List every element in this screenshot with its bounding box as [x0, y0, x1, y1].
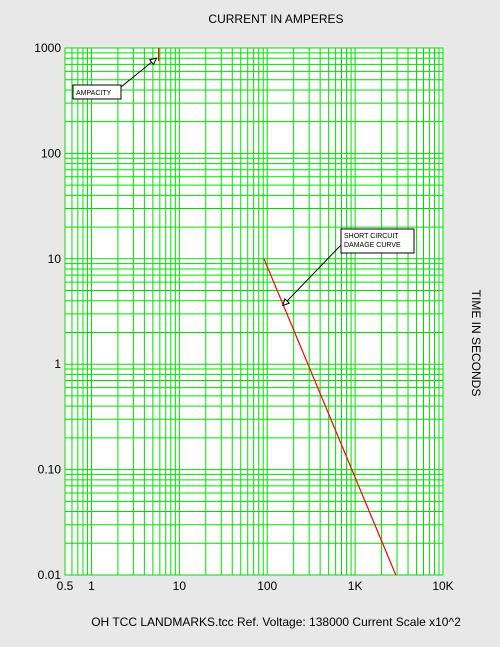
y-tick-label: 0.01	[38, 568, 62, 582]
y-tick-label: 0.10	[38, 463, 62, 477]
damage-curve	[263, 258, 397, 576]
annotations: AMPACITY SHORT CIRCUIT DAMAGE CURVE	[72, 57, 415, 307]
y-tick-label: 10	[48, 252, 62, 266]
x-tick-label: 1	[88, 579, 95, 593]
y-axis-label: TIME IN SECONDS	[469, 290, 483, 397]
footer-info: OH TCC LANDMARKS.tcc Ref. Voltage: 13800…	[91, 615, 461, 629]
ampacity-label-box	[72, 84, 122, 100]
annotation-leader	[282, 244, 342, 306]
x-tick-label: 1K	[348, 579, 363, 593]
annotation-arrowhead	[281, 298, 291, 307]
curves	[158, 48, 397, 576]
y-tick-label: 100	[41, 146, 61, 160]
annotation-leader	[120, 57, 157, 88]
plot-border	[64, 47, 444, 576]
y-tick-label: 1	[54, 357, 61, 371]
x-tick-label: 100	[257, 579, 277, 593]
grid-lines	[64, 47, 444, 576]
x-tick-label: 10K	[432, 579, 453, 593]
chart-title: CURRENT IN AMPERES	[208, 12, 343, 26]
damage-curve-label-line: DAMAGE CURVE	[344, 242, 401, 249]
y-tick-label: 1000	[34, 41, 61, 55]
tick-labels: 0.5 1 10 100 1K 10K 1000 100 10 1 0.10 0.01	[34, 41, 453, 593]
damage-curve-label-box	[340, 228, 415, 254]
damage-curve-label-line: SHORT CIRCUIT	[344, 233, 399, 240]
ampacity-label: AMPACITY	[76, 90, 112, 97]
x-tick-label: 10	[173, 579, 187, 593]
annotation-arrowhead	[148, 57, 158, 66]
x-tick-label: 0.5	[57, 579, 74, 593]
